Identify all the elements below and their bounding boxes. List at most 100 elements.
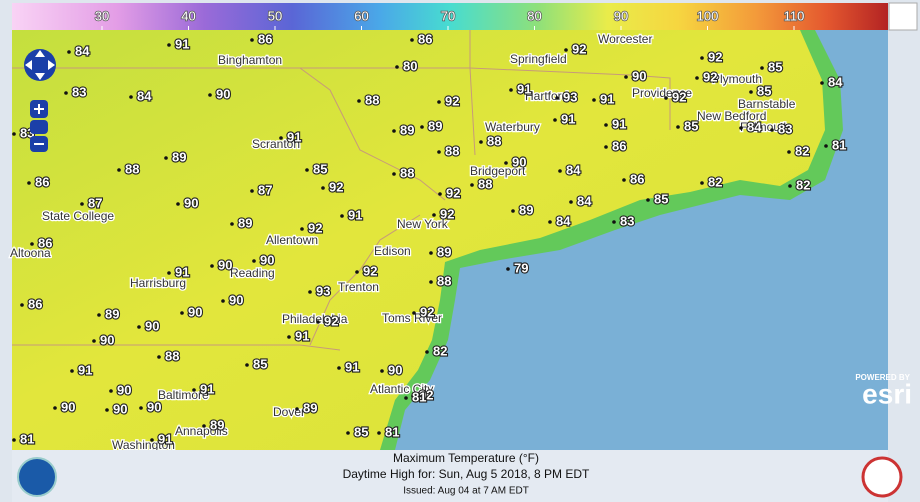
temperature-label: 81 <box>385 424 399 439</box>
station-dot <box>300 227 304 231</box>
city-label: Toms River <box>382 311 442 325</box>
station-dot <box>27 181 31 185</box>
station-dot <box>470 183 474 187</box>
station-dot <box>20 303 24 307</box>
temperature-label: 90 <box>100 332 114 347</box>
temperature-label: 84 <box>556 213 571 228</box>
temperature-label: 90 <box>388 362 402 377</box>
station-dot <box>192 388 196 392</box>
station-dot <box>437 150 441 154</box>
station-dot <box>392 172 396 176</box>
station-dot <box>279 136 283 140</box>
temperature-label: 85 <box>654 191 668 206</box>
station-dot <box>432 213 436 217</box>
temperature-label: 88 <box>365 92 379 107</box>
footer-subtitle: Daytime High for: Sun, Aug 5 2018, 8 PM … <box>343 467 590 481</box>
city-label: Providence <box>632 86 692 100</box>
station-dot <box>12 132 16 136</box>
temperature-label: 89 <box>437 244 451 259</box>
color-scale <box>12 3 888 30</box>
temperature-label: 90 <box>218 257 232 272</box>
temperature-label: 85 <box>684 118 698 133</box>
scale-label: 80 <box>527 8 541 23</box>
station-dot <box>380 369 384 373</box>
temperature-label: 91 <box>561 111 575 126</box>
temperature-label: 92 <box>419 387 433 402</box>
station-dot <box>287 335 291 339</box>
station-dot <box>252 259 256 263</box>
temperature-label: 91 <box>175 36 189 51</box>
station-dot <box>12 438 16 442</box>
station-dot <box>30 242 34 246</box>
temperature-label: 88 <box>165 348 179 363</box>
scale-label: 100 <box>697 8 719 23</box>
station-dot <box>555 96 559 100</box>
temperature-label: 93 <box>563 89 577 104</box>
esri-logo: esri <box>862 378 912 409</box>
station-dot <box>250 189 254 193</box>
temperature-label: 91 <box>348 207 362 222</box>
temperature-label: 84 <box>577 193 592 208</box>
temperature-label: 87 <box>88 195 102 210</box>
temperature-label: 89 <box>210 417 224 432</box>
temperature-label: 92 <box>672 89 686 104</box>
temperature-label: 86 <box>418 31 432 46</box>
station-dot <box>321 186 325 190</box>
temperature-label: 88 <box>445 143 459 158</box>
station-dot <box>411 394 415 398</box>
station-dot <box>739 126 743 130</box>
temperature-label: 91 <box>517 81 531 96</box>
city-label: State College <box>42 209 114 223</box>
powered-by: POWERED BY <box>855 373 910 382</box>
station-dot <box>511 209 515 213</box>
city-label: Harrisburg <box>130 276 186 290</box>
temperature-label: 86 <box>38 235 52 250</box>
temperature-label: 91 <box>295 328 309 343</box>
temperature-label: 91 <box>200 381 214 396</box>
temperature-label: 92 <box>572 41 586 56</box>
city-label: Bridgeport <box>470 164 526 178</box>
scale-label: 50 <box>268 8 282 23</box>
city-label: Edison <box>374 244 411 258</box>
temperature-label: 92 <box>703 69 717 84</box>
station-dot <box>346 431 350 435</box>
temperature-label: 92 <box>363 263 377 278</box>
temperature-label: 88 <box>437 273 451 288</box>
city-label: Trenton <box>338 280 379 294</box>
station-dot <box>305 168 309 172</box>
pan-control[interactable] <box>24 49 56 81</box>
temperature-label: 91 <box>600 91 614 106</box>
city-label: Atlantic City <box>370 382 433 396</box>
station-dot <box>167 271 171 275</box>
temperature-label: 86 <box>28 296 42 311</box>
temperature-label: 90 <box>61 399 75 414</box>
station-dot <box>210 264 214 268</box>
layers[interactable] <box>30 120 48 134</box>
station-dot <box>770 128 774 132</box>
temperature-label: 90 <box>145 318 159 333</box>
temperature-label: 83 <box>620 213 634 228</box>
station-dot <box>569 200 573 204</box>
temperature-label: 89 <box>238 215 252 230</box>
temperature-label: 84 <box>137 88 152 103</box>
temperature-label: 92 <box>329 179 343 194</box>
station-dot <box>308 290 312 294</box>
station-dot <box>504 161 508 165</box>
temperature-label: 85 <box>757 83 771 98</box>
temperature-label: 89 <box>428 118 442 133</box>
station-dot <box>695 76 699 80</box>
station-dot <box>357 99 361 103</box>
temperature-label: 89 <box>172 149 186 164</box>
temperature-label: 84 <box>747 119 762 134</box>
station-dot <box>700 56 704 60</box>
temperature-label: 90 <box>147 399 161 414</box>
station-dot <box>664 96 668 100</box>
station-dot <box>105 408 109 412</box>
station-dot <box>506 267 510 271</box>
temperature-label: 91 <box>612 116 626 131</box>
temperature-label: 92 <box>446 185 460 200</box>
map-controls <box>24 49 56 152</box>
station-dot <box>612 220 616 224</box>
station-dot <box>622 178 626 182</box>
temperature-label: 90 <box>184 195 198 210</box>
